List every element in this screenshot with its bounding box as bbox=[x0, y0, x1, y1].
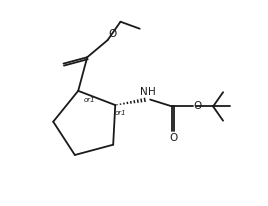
Text: O: O bbox=[108, 29, 116, 39]
Text: or1: or1 bbox=[114, 110, 126, 116]
Text: O: O bbox=[193, 101, 202, 111]
Text: N: N bbox=[140, 87, 147, 97]
Text: H: H bbox=[147, 87, 155, 97]
Text: O: O bbox=[169, 133, 177, 143]
Text: or1: or1 bbox=[84, 97, 95, 103]
